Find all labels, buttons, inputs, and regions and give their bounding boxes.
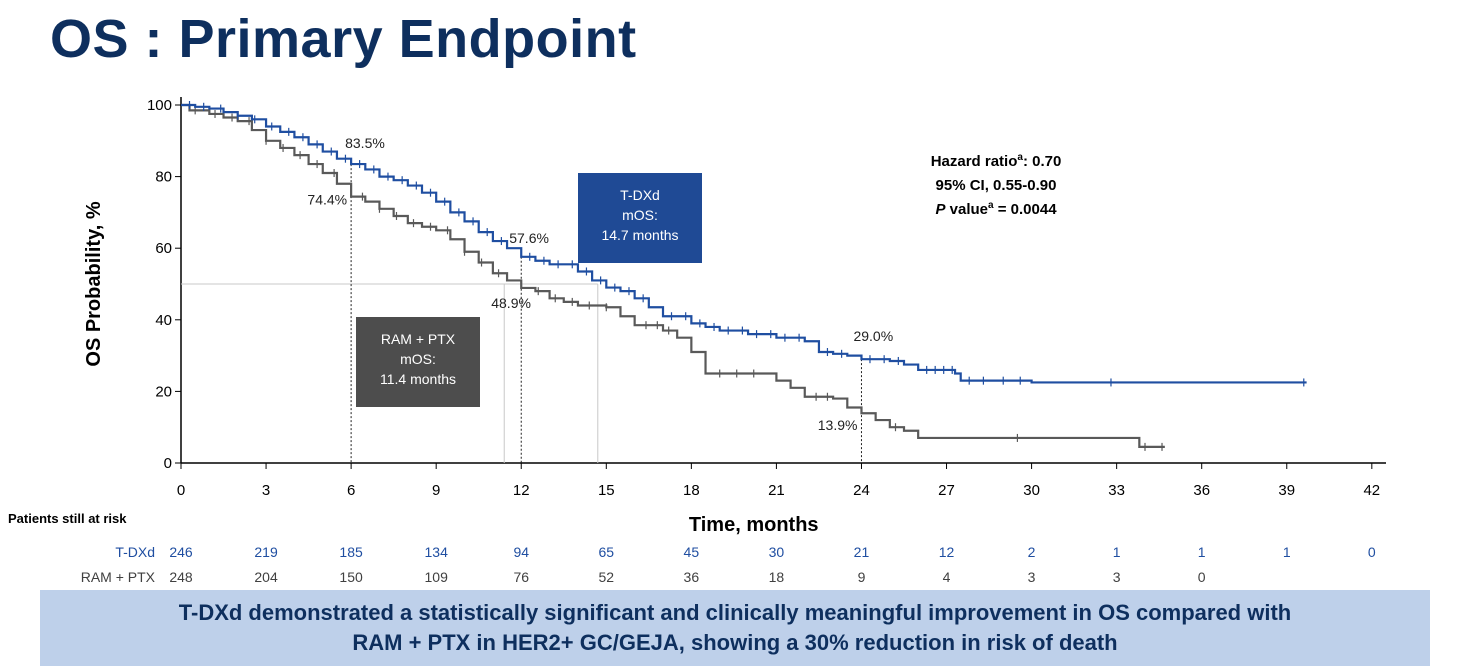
x-tick-label: 0 [177,482,185,499]
risk-value: 18 [768,569,785,585]
risk-value: 150 [339,569,363,585]
x-tick-label: 6 [347,482,355,499]
risk-value: 134 [424,544,448,560]
landmark-annotation: 48.9% [491,295,531,311]
x-tick-label: 42 [1363,482,1380,499]
ram-ptx-survival-curve [181,103,1165,448]
tdxd-survival-curve [181,103,1307,384]
y-tick-label: 40 [155,312,172,329]
risk-value: 65 [598,544,615,560]
banner-line-1: T-DXd demonstrated a statistically signi… [178,600,1292,625]
risk-value: 109 [424,569,448,585]
risk-table-header: Patients still at risk [8,511,127,526]
risk-value: 2 [1027,544,1036,560]
risk-value: 30 [768,544,785,560]
risk-value: 3 [1027,569,1036,585]
x-tick-label: 33 [1108,482,1125,499]
ram-median-box-label: mOS: [400,351,436,367]
ram-median-box-label: RAM + PTX [381,331,456,347]
risk-value: 3 [1112,569,1121,585]
y-tick-label: 0 [164,455,172,472]
risk-value: 1 [1282,544,1291,560]
risk-row-label: RAM + PTX [80,569,155,585]
y-tick-label: 80 [155,169,172,186]
x-tick-label: 12 [513,482,530,499]
risk-value: 36 [683,569,700,585]
tdxd-median-box [578,173,702,263]
banner-line-2: RAM + PTX in HER2+ GC/GEJA, showing a 30… [352,630,1118,655]
conclusion-banner: T-DXd demonstrated a statistically signi… [40,590,1430,666]
risk-value: 248 [169,569,193,585]
y-tick-label: 100 [147,97,172,114]
risk-row-label: T-DXd [115,544,155,560]
landmark-annotation: 83.5% [345,135,385,151]
tdxd-median-box-label: 14.7 months [601,227,678,243]
x-tick-label: 18 [683,482,700,499]
x-tick-label: 21 [768,482,785,499]
x-axis-label: Time, months [689,514,819,536]
risk-value: 45 [683,544,700,560]
p-value-text: P valuea = 0.0044 [935,200,1057,218]
hazard-ratio-text: Hazard ratioa: 0.70 [931,152,1062,170]
risk-value: 4 [942,569,951,585]
ram-median-box-label: 11.4 months [380,371,456,387]
tdxd-median-box-label: mOS: [622,207,658,223]
x-tick-label: 36 [1193,482,1210,499]
risk-value: 1 [1112,544,1121,560]
risk-value: 52 [598,569,615,585]
x-tick-label: 9 [432,482,440,499]
confidence-interval-text: 95% CI, 0.55-0.90 [936,177,1057,194]
tdxd-median-box-label: T-DXd [620,187,660,203]
x-tick-label: 3 [262,482,270,499]
x-tick-label: 30 [1023,482,1040,499]
risk-value: 9 [857,569,866,585]
x-tick-label: 39 [1278,482,1295,499]
page-title: OS : Primary Endpoint [50,9,637,69]
y-tick-label: 60 [155,240,172,257]
risk-value: 246 [169,544,193,560]
y-tick-label: 20 [155,383,172,400]
risk-value: 76 [513,569,530,585]
risk-value: 204 [254,569,278,585]
ram-median-box [356,317,480,407]
landmark-annotation: 13.9% [818,417,858,433]
risk-value: 219 [254,544,278,560]
x-tick-label: 24 [853,482,870,499]
risk-value: 0 [1197,569,1206,585]
risk-value: 185 [339,544,363,560]
y-axis-label: OS Probability, % [83,201,105,366]
risk-value: 0 [1367,544,1376,560]
landmark-annotation: 57.6% [509,230,549,246]
risk-value: 1 [1197,544,1206,560]
risk-value: 12 [938,544,955,560]
landmark-annotation: 74.4% [307,192,347,208]
risk-value: 94 [513,544,530,560]
x-tick-label: 15 [598,482,615,499]
x-tick-label: 27 [938,482,955,499]
risk-value: 21 [853,544,870,560]
landmark-annotation: 29.0% [853,328,893,344]
